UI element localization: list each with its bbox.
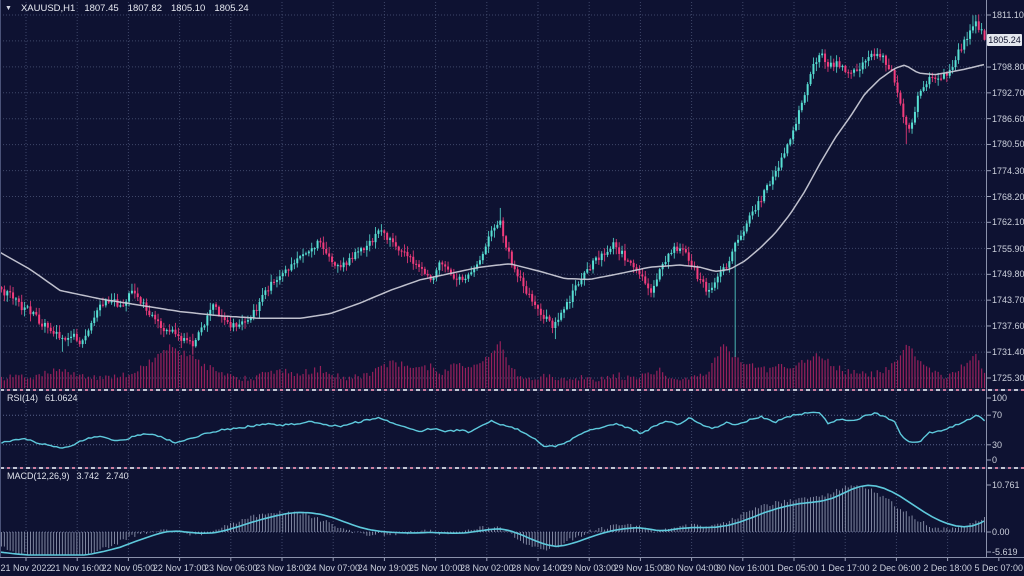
- time-axis-label: 1 Dec 17:00: [820, 563, 870, 573]
- price-axis-label: 1811.10: [992, 10, 1024, 20]
- price-axis-label: 1755.90: [992, 243, 1024, 254]
- time-axis-label: 28 Nov 02:00: [460, 563, 514, 573]
- time-axis-label: 29 Nov 15:00: [613, 563, 668, 573]
- price-axis-label: 1774.30: [992, 165, 1024, 176]
- price-axis-label: 1762.10: [992, 217, 1024, 228]
- time-axis-label: 24 Nov 07:00: [306, 563, 360, 573]
- close-value: 1805.24: [214, 3, 249, 14]
- time-axis-label: 30 Nov 04:00: [664, 563, 719, 573]
- macd-scale-label: 10.761: [992, 480, 1020, 490]
- macd-value-signal: 2.740: [106, 471, 129, 481]
- symbol-period-label: XAUUSD,H1: [20, 3, 76, 14]
- chart-dropdown-icon[interactable]: ▼: [5, 5, 12, 12]
- price-axis-label: 1768.20: [992, 191, 1024, 202]
- time-axis-label: 22 Nov 05:00: [101, 563, 156, 573]
- price-axis-label: 1786.60: [992, 113, 1024, 124]
- macd-value-main: 3.742: [76, 471, 100, 481]
- price-axis-label: 1780.50: [992, 139, 1024, 150]
- price-axis-label: 1792.70: [992, 87, 1024, 98]
- symbol-readout: ▼ XAUUSD,H1 1807.45 1807.82 1805.10 1805…: [5, 3, 249, 14]
- time-axis-label: 2 Dec 06:00: [872, 563, 921, 573]
- time-axis-label: 21 Nov 2022: [0, 563, 52, 573]
- time-axis-label: 21 Nov 16:00: [50, 563, 104, 573]
- time-axis-label: 23 Nov 18:00: [255, 563, 309, 573]
- panel-separator-rsi[interactable]: [0, 389, 1024, 391]
- rsi-scale-label: 100: [992, 393, 1008, 403]
- time-axis-label: 29 Nov 03:00: [562, 563, 616, 573]
- time-axis-label: 22 Nov 17:00: [152, 563, 207, 573]
- price-axis-label: 1798.80: [992, 62, 1024, 73]
- rsi-scale-label: 30: [992, 439, 1003, 450]
- price-axis-label: 1749.80: [992, 269, 1024, 280]
- macd-name: MACD(12,26,9): [7, 471, 70, 481]
- macd-scale-label: -5.619: [992, 547, 1018, 557]
- high-value: 1807.82: [127, 3, 162, 14]
- rsi-name: RSI(14): [7, 393, 39, 403]
- low-value: 1805.10: [171, 3, 206, 14]
- rsi-scale-label: 0: [992, 455, 998, 465]
- rsi-scale-label: 70: [992, 410, 1003, 421]
- rsi-indicator-label: RSI(14) 61.0624: [7, 393, 78, 403]
- open-value: 1807.45: [84, 3, 119, 14]
- time-axis-label: 2 Dec 18:00: [923, 563, 972, 573]
- time-axis-label: 24 Nov 19:00: [357, 563, 412, 573]
- time-axis-label: 28 Nov 14:00: [511, 563, 565, 573]
- price-axis-label: 1725.30: [992, 373, 1024, 383]
- panel-separator-macd[interactable]: [0, 467, 1024, 469]
- macd-indicator-label: MACD(12,26,9) 3.742 2.740: [7, 471, 129, 481]
- macd-scale-label: 0.00: [992, 527, 1010, 537]
- price-axis-label: 1731.40: [992, 347, 1024, 358]
- time-axis-label: 1 Dec 05:00: [769, 563, 819, 573]
- chart-left-border: [0, 0, 1, 557]
- time-axis-label: 30 Nov 16:00: [716, 563, 770, 573]
- current-price-tag: 1805.24: [987, 33, 1022, 46]
- time-axis-border: [0, 557, 1024, 558]
- rsi-value: 61.0624: [45, 393, 78, 403]
- time-axis-label: 23 Nov 06:00: [204, 563, 258, 573]
- time-axis-label: 25 Nov 10:00: [408, 563, 463, 573]
- price-axis-label: 1743.70: [992, 295, 1024, 306]
- time-axis-label: 5 Dec 07:00: [974, 563, 1024, 573]
- price-axis-border: [986, 0, 987, 557]
- price-axis-label: 1737.60: [992, 320, 1024, 331]
